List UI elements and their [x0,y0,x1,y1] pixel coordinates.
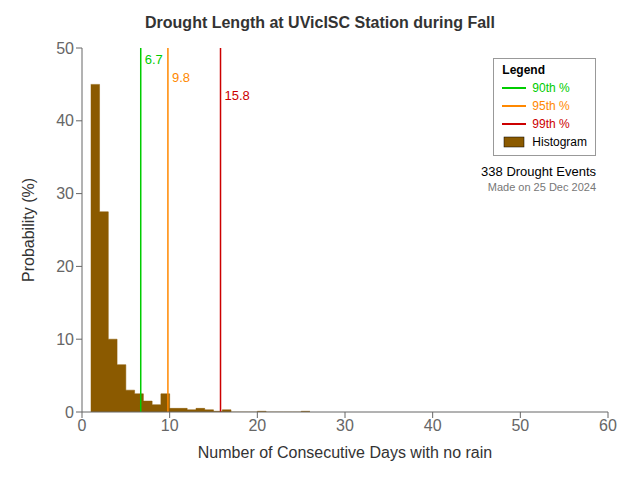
svg-text:50: 50 [511,417,529,434]
svg-text:6.7: 6.7 [145,52,163,67]
svg-text:20: 20 [56,258,74,275]
svg-text:30: 30 [56,185,74,202]
svg-text:40: 40 [424,417,442,434]
svg-text:15.8: 15.8 [225,88,250,103]
svg-text:60: 60 [599,417,617,434]
html-text:90th %: 90th % [532,81,570,95]
html-text:95th %: 95th % [532,99,570,113]
svg-text:9.8: 9.8 [172,70,190,85]
html-text:Drought Length at UVicISC Stat: Drought Length at UVicISC Station during… [145,14,495,31]
svg-text:0: 0 [78,417,87,434]
svg-text:0: 0 [65,404,74,421]
html-text:338 Drought Events: 338 Drought Events [481,164,596,179]
svg-text:Number of Consecutive Days wit: Number of Consecutive Days with no rain [198,444,492,461]
svg-text:20: 20 [248,417,266,434]
html-text:Made on 25 Dec 2024: Made on 25 Dec 2024 [487,181,596,193]
html-text:99th %: 99th % [532,117,570,131]
svg-text:Probability (%): Probability (%) [20,178,37,282]
svg-text:10: 10 [161,417,179,434]
svg-text:10: 10 [56,331,74,348]
svg-text:50: 50 [56,40,74,57]
html-text:Histogram: Histogram [532,135,587,149]
svg-text:30: 30 [336,417,354,434]
svg-text:40: 40 [56,112,74,129]
html-text:Legend: Legend [502,63,545,77]
